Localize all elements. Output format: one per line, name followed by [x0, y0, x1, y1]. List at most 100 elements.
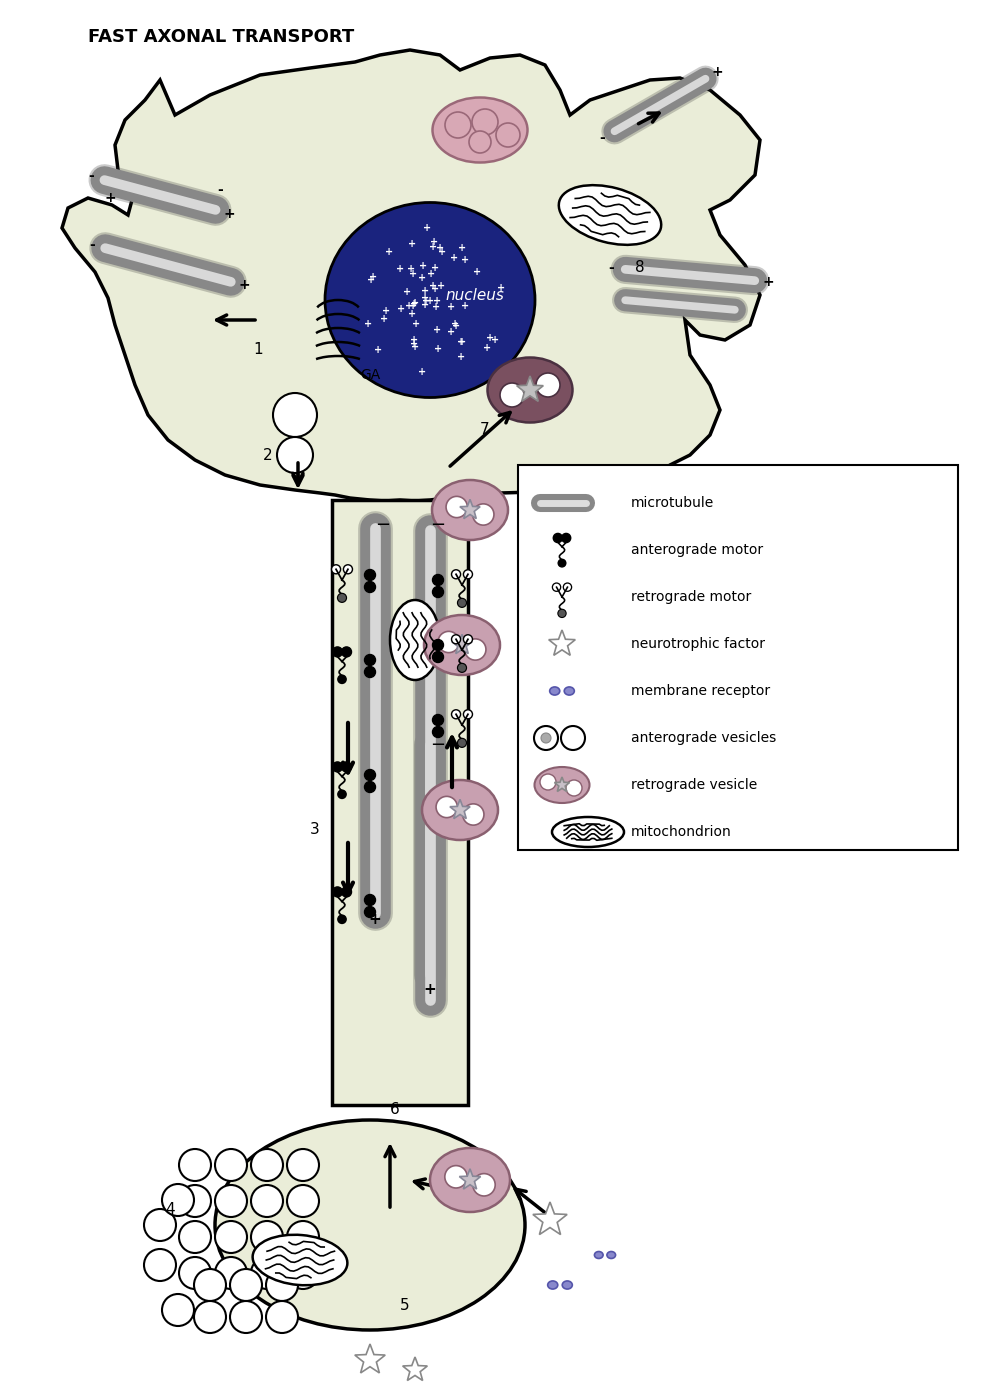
- Circle shape: [457, 664, 466, 672]
- Text: +: +: [436, 243, 444, 253]
- Ellipse shape: [215, 1120, 525, 1331]
- Text: +: +: [491, 336, 499, 346]
- Text: microtubule: microtubule: [631, 496, 714, 510]
- Circle shape: [472, 108, 498, 135]
- Text: FAST AXONAL TRANSPORT: FAST AXONAL TRANSPORT: [88, 28, 355, 46]
- Text: +: +: [369, 913, 381, 928]
- Text: +: +: [411, 297, 419, 308]
- Circle shape: [179, 1149, 211, 1181]
- Circle shape: [553, 583, 561, 592]
- Circle shape: [230, 1301, 262, 1333]
- Circle shape: [534, 726, 558, 750]
- Circle shape: [162, 1183, 194, 1215]
- Text: +: +: [452, 321, 460, 331]
- Circle shape: [496, 124, 520, 147]
- Circle shape: [365, 667, 375, 678]
- Text: +: +: [409, 269, 417, 279]
- Circle shape: [342, 763, 352, 772]
- Circle shape: [332, 565, 341, 574]
- Text: +: +: [408, 308, 416, 319]
- Circle shape: [465, 639, 486, 660]
- Text: +: +: [473, 267, 481, 276]
- Circle shape: [333, 888, 343, 897]
- Circle shape: [463, 710, 472, 720]
- Circle shape: [365, 770, 375, 781]
- Circle shape: [457, 599, 466, 607]
- Text: +: +: [367, 275, 374, 285]
- Text: +: +: [423, 982, 436, 997]
- Text: +: +: [396, 264, 404, 274]
- Text: +: +: [456, 351, 465, 363]
- Text: GA: GA: [360, 368, 380, 382]
- Text: +: +: [483, 343, 491, 353]
- Text: +: +: [450, 254, 458, 264]
- Ellipse shape: [565, 688, 575, 694]
- Text: +: +: [433, 296, 441, 306]
- Circle shape: [432, 639, 443, 650]
- Text: +: +: [397, 304, 405, 314]
- Polygon shape: [555, 776, 570, 792]
- Circle shape: [251, 1185, 283, 1217]
- Text: 6: 6: [390, 1103, 399, 1118]
- Circle shape: [463, 635, 472, 644]
- Text: mitochondrion: mitochondrion: [631, 825, 732, 839]
- Text: 3: 3: [310, 822, 320, 838]
- Polygon shape: [549, 631, 576, 656]
- Text: +: +: [409, 336, 418, 346]
- Text: +: +: [379, 314, 388, 324]
- Circle shape: [473, 504, 494, 525]
- Text: retrograde vesicle: retrograde vesicle: [631, 778, 757, 792]
- Text: +: +: [437, 281, 445, 292]
- Circle shape: [194, 1270, 226, 1301]
- Text: +: +: [712, 65, 723, 79]
- Circle shape: [445, 1165, 467, 1188]
- Text: +: +: [451, 319, 459, 329]
- Text: +: +: [405, 301, 413, 311]
- Circle shape: [558, 560, 566, 567]
- Text: +: +: [431, 283, 439, 293]
- Text: 2: 2: [263, 447, 273, 463]
- Circle shape: [273, 393, 317, 438]
- Circle shape: [562, 533, 571, 543]
- Text: +: +: [407, 264, 415, 275]
- Text: +: +: [408, 239, 416, 249]
- Text: +: +: [428, 281, 437, 290]
- Text: -: -: [600, 131, 606, 146]
- Text: +: +: [497, 283, 505, 293]
- Text: +: +: [438, 247, 446, 257]
- Ellipse shape: [253, 1235, 348, 1285]
- Circle shape: [179, 1221, 211, 1253]
- Ellipse shape: [487, 357, 573, 422]
- Circle shape: [561, 726, 585, 750]
- Circle shape: [277, 438, 313, 474]
- Text: +: +: [423, 224, 431, 233]
- Circle shape: [215, 1185, 247, 1217]
- Text: 7: 7: [480, 422, 490, 438]
- Text: +: +: [238, 278, 250, 293]
- Circle shape: [451, 710, 460, 720]
- Circle shape: [338, 593, 347, 603]
- Text: -: -: [609, 261, 615, 275]
- Text: +: +: [421, 286, 429, 296]
- Circle shape: [438, 632, 459, 653]
- Text: +: +: [421, 300, 429, 310]
- Circle shape: [342, 647, 352, 657]
- Circle shape: [451, 569, 460, 579]
- Ellipse shape: [325, 203, 535, 397]
- Text: anterograde motor: anterograde motor: [631, 543, 763, 557]
- Circle shape: [251, 1257, 283, 1289]
- Circle shape: [266, 1270, 298, 1301]
- Text: +: +: [418, 367, 426, 376]
- Text: +: +: [486, 333, 494, 343]
- Circle shape: [215, 1257, 247, 1289]
- Ellipse shape: [552, 817, 624, 847]
- Text: +: +: [374, 344, 382, 356]
- Circle shape: [251, 1221, 283, 1253]
- Circle shape: [251, 1149, 283, 1181]
- Ellipse shape: [422, 781, 498, 840]
- Circle shape: [365, 654, 375, 665]
- Text: +: +: [422, 296, 430, 306]
- Text: +: +: [419, 261, 427, 271]
- Text: +: +: [447, 326, 455, 336]
- Polygon shape: [450, 799, 470, 818]
